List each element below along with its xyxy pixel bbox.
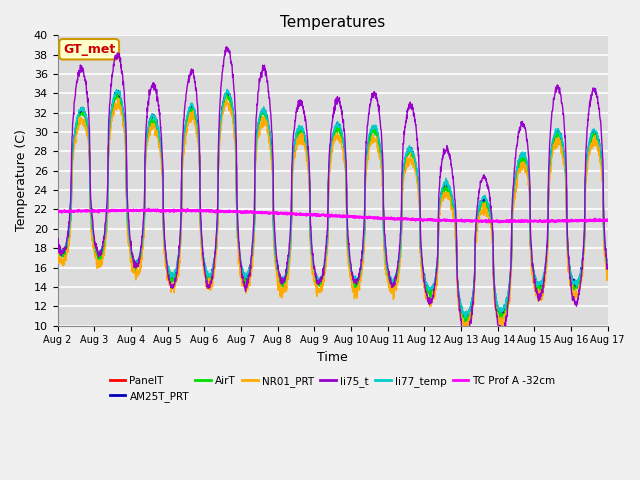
AM25T_PRT [349, 275, 356, 280]
AirT [604, 268, 612, 274]
AM25T_PRT [54, 242, 61, 248]
NR01_PRT [604, 267, 612, 273]
li77_temp [604, 265, 612, 271]
Line: PanelT: PanelT [58, 91, 608, 321]
li75_t [54, 236, 61, 241]
TC Prof A -32cm [483, 219, 490, 225]
TC Prof A -32cm [54, 208, 61, 214]
NR01_PRT [54, 255, 61, 261]
li75_t [460, 336, 468, 341]
TC Prof A -32cm [604, 218, 612, 224]
PanelT [493, 302, 500, 308]
NR01_PRT [207, 285, 215, 290]
PanelT [556, 129, 563, 135]
TC Prof A -32cm [207, 208, 215, 214]
AM25T_PRT [115, 88, 122, 94]
li77_temp [349, 273, 356, 279]
PanelT [54, 242, 61, 248]
li77_temp [556, 132, 563, 138]
NR01_PRT [493, 315, 500, 321]
X-axis label: Time: Time [317, 351, 348, 364]
li75_t [207, 279, 215, 285]
AirT [361, 226, 369, 232]
AM25T_PRT [604, 261, 612, 267]
Legend: PanelT, AM25T_PRT, AirT, NR01_PRT, li75_t, li77_temp, TC Prof A -32cm: PanelT, AM25T_PRT, AirT, NR01_PRT, li75_… [106, 372, 560, 406]
AirT [113, 91, 121, 97]
Title: Temperatures: Temperatures [280, 15, 385, 30]
li75_t [361, 207, 369, 213]
AM25T_PRT [493, 304, 500, 310]
PanelT [462, 318, 470, 324]
NR01_PRT [361, 233, 369, 239]
PanelT [349, 277, 356, 283]
TC Prof A -32cm [145, 206, 152, 212]
TC Prof A -32cm [349, 214, 356, 220]
NR01_PRT [460, 330, 468, 336]
AirT [207, 275, 215, 281]
Line: AM25T_PRT: AM25T_PRT [58, 91, 608, 319]
li75_t [571, 301, 579, 307]
li77_temp [571, 280, 579, 286]
Line: li77_temp: li77_temp [58, 89, 608, 318]
NR01_PRT [571, 293, 579, 299]
AM25T_PRT [361, 224, 369, 230]
Line: li75_t: li75_t [58, 47, 608, 338]
AM25T_PRT [207, 274, 215, 279]
PanelT [361, 225, 369, 231]
AM25T_PRT [556, 133, 563, 139]
li77_temp [461, 315, 469, 321]
Line: AirT: AirT [58, 94, 608, 321]
TC Prof A -32cm [361, 214, 369, 220]
AirT [571, 287, 579, 292]
AM25T_PRT [571, 283, 579, 289]
li77_temp [361, 223, 369, 228]
NR01_PRT [222, 95, 230, 100]
AirT [54, 243, 61, 249]
AirT [493, 301, 500, 307]
AirT [556, 132, 563, 138]
Line: NR01_PRT: NR01_PRT [58, 97, 608, 333]
PanelT [604, 265, 612, 271]
PanelT [225, 88, 232, 94]
TC Prof A -32cm [556, 217, 563, 223]
PanelT [207, 273, 215, 279]
NR01_PRT [349, 289, 356, 295]
li75_t [604, 265, 612, 271]
li75_t [493, 313, 500, 319]
Text: GT_met: GT_met [63, 43, 115, 56]
TC Prof A -32cm [493, 219, 500, 225]
li77_temp [223, 86, 231, 92]
li77_temp [54, 242, 61, 248]
Y-axis label: Temperature (C): Temperature (C) [15, 130, 28, 231]
AM25T_PRT [463, 316, 470, 322]
AirT [461, 318, 468, 324]
li77_temp [207, 271, 215, 277]
TC Prof A -32cm [571, 218, 579, 224]
AirT [349, 278, 356, 284]
li77_temp [493, 299, 500, 305]
PanelT [571, 284, 579, 289]
NR01_PRT [556, 141, 563, 147]
Line: TC Prof A -32cm: TC Prof A -32cm [58, 209, 608, 222]
li75_t [556, 85, 563, 91]
li75_t [223, 44, 230, 50]
li75_t [349, 275, 356, 281]
